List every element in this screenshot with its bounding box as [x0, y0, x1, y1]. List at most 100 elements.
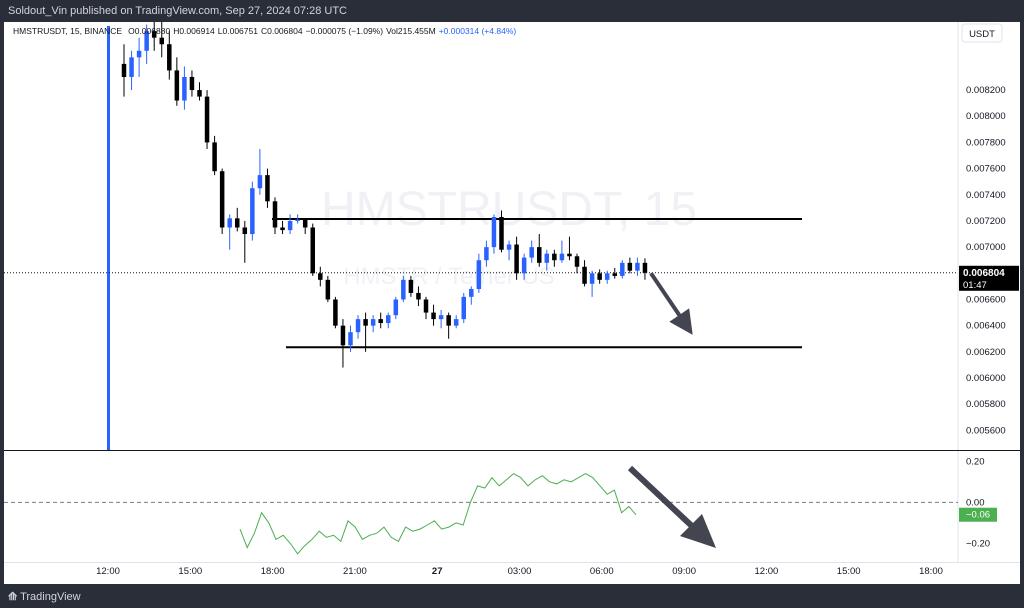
candle: [461, 292, 466, 324]
tradingview-logo-icon: ⟰: [8, 591, 18, 603]
price-tick-12: 0.005800: [966, 399, 1006, 410]
candle: [204, 90, 210, 149]
time-axis: 12:00 15:00 18:00 21:00 27 03:00 06:00 09:00 12:…: [96, 566, 943, 577]
candle: [642, 258, 648, 280]
candle: [144, 24, 149, 64]
candle: [272, 197, 278, 235]
price-tag-value: 0.006804: [963, 268, 1005, 279]
candle: [491, 214, 497, 254]
time-tick-7: 09:00: [672, 566, 696, 577]
candle: [121, 44, 127, 97]
candle: [484, 240, 489, 267]
projection-arrow-big[interactable]: [627, 465, 716, 548]
candle: [363, 312, 368, 352]
candle: [446, 312, 451, 339]
osc-tick-1: 0.00: [966, 497, 985, 508]
price-tick-13: 0.005600: [966, 425, 1006, 436]
candle: [469, 286, 474, 305]
legend-symbol: HMSTRUSDT, 15, BINANCE: [13, 26, 122, 36]
candle: [514, 236, 519, 280]
candle: [182, 66, 187, 110]
candle: [295, 214, 300, 224]
osc-line: [239, 472, 637, 555]
time-tick-6: 06:00: [590, 566, 614, 577]
candle: [136, 37, 142, 77]
chart-area[interactable]: HMSTRUSDT, 15 HMSTR / Tether US 0.008200…: [4, 22, 1020, 584]
currency-badge[interactable]: USDT: [961, 23, 1003, 43]
candle: [589, 270, 595, 297]
candle: [537, 234, 542, 267]
candle: [620, 260, 625, 279]
candle: [355, 315, 361, 339]
candle: [302, 218, 308, 235]
candle: [476, 253, 482, 293]
candle: [167, 31, 172, 80]
candle: [627, 257, 633, 274]
price-tick-9: 0.006400: [966, 321, 1006, 332]
candle: [499, 210, 504, 253]
price-tick-2: 0.007800: [966, 137, 1006, 148]
price-tag: 0.006804 01:47: [959, 265, 1019, 291]
legend-change: −0.000075 (−1.09%): [306, 26, 384, 36]
candle: [544, 249, 550, 271]
price-tick-11: 0.006000: [966, 373, 1006, 384]
candle: [242, 220, 248, 263]
candle: [287, 214, 293, 235]
candle: [197, 82, 202, 101]
candle: [574, 253, 580, 274]
osc-tick-0: 0.20: [966, 456, 985, 467]
price-tick-10: 0.006200: [966, 347, 1006, 358]
price-tick-0: 0.008200: [966, 85, 1006, 96]
time-tick-0: 12:00: [96, 566, 120, 577]
price-tick-3: 0.007600: [966, 164, 1006, 175]
legend-close: C0.006804: [261, 26, 303, 36]
candle: [529, 240, 534, 263]
time-tick-5: 03:00: [508, 566, 532, 577]
candle: [250, 181, 255, 241]
candle: [582, 260, 587, 287]
price-axis: 0.008200 0.008000 0.007800 0.007600 0.007400…: [966, 85, 1006, 436]
candles-group: [121, 22, 648, 368]
legend-volume-change: +0.000314 (+4.84%): [439, 26, 517, 36]
candle: [235, 207, 240, 232]
candle: [189, 70, 195, 97]
legend: HMSTRUSDT, 15, BINANCE O0.006880 H0.0069…: [13, 26, 516, 36]
projection-arrow-small[interactable]: [649, 272, 693, 335]
tradingview-logo[interactable]: ⟰ TradingView: [8, 586, 81, 608]
candle: [257, 148, 263, 195]
chart-svg[interactable]: HMSTRUSDT, 15 HMSTR / Tether US 0.008200…: [4, 22, 1020, 584]
candle: [340, 319, 346, 368]
watermark-name: HMSTR / Tether US: [343, 263, 555, 290]
candle: [318, 266, 323, 287]
time-tick-10: 18:00: [919, 566, 943, 577]
candle: [438, 309, 444, 329]
candle: [604, 270, 610, 284]
candle: [552, 249, 557, 267]
time-tick-2: 18:00: [261, 566, 285, 577]
price-tick-4: 0.007400: [966, 190, 1006, 201]
candle: [333, 296, 338, 329]
time-tick-1: 15:00: [178, 566, 202, 577]
candle: [521, 253, 527, 280]
candle: [453, 315, 459, 329]
legend-open: O0.006880: [128, 26, 170, 36]
candle: [280, 220, 285, 235]
candle: [174, 57, 180, 106]
candle: [567, 236, 572, 261]
candle: [219, 168, 225, 235]
candle: [612, 268, 617, 279]
candle: [386, 312, 391, 329]
candle: [559, 240, 565, 263]
candle: [370, 315, 376, 333]
candle: [310, 223, 315, 276]
candle: [129, 50, 134, 91]
session-marker: [107, 26, 110, 450]
osc-tag: −0.06: [959, 507, 997, 522]
candle: [423, 296, 429, 320]
candle: [265, 168, 270, 208]
publish-info: Soldout_Vin published on TradingView.com…: [8, 5, 347, 17]
legend-low: L0.006751: [218, 26, 258, 36]
price-tick-6: 0.007000: [966, 242, 1006, 253]
candle: [506, 240, 512, 261]
osc-axis: 0.20 0.00 −0.20: [966, 456, 990, 549]
